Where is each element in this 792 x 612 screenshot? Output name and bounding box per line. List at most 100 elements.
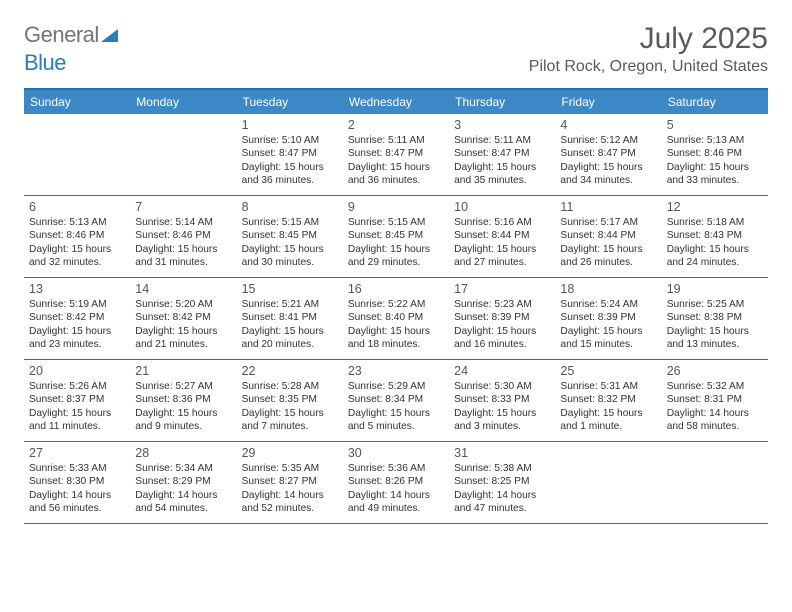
daylight-line: Daylight: 15 hours and 23 minutes. bbox=[29, 325, 125, 352]
sunrise-line: Sunrise: 5:23 AM bbox=[454, 298, 550, 311]
daylight-line: Daylight: 15 hours and 16 minutes. bbox=[454, 325, 550, 352]
sunset-line: Sunset: 8:43 PM bbox=[667, 229, 763, 242]
day-number: 24 bbox=[454, 364, 550, 378]
day-number: 6 bbox=[29, 200, 125, 214]
sunset-line: Sunset: 8:29 PM bbox=[135, 475, 231, 488]
day-number: 17 bbox=[454, 282, 550, 296]
sunrise-line: Sunrise: 5:38 AM bbox=[454, 462, 550, 475]
sunrise-line: Sunrise: 5:16 AM bbox=[454, 216, 550, 229]
sunset-line: Sunset: 8:26 PM bbox=[348, 475, 444, 488]
calendar-cell: 30Sunrise: 5:36 AMSunset: 8:26 PMDayligh… bbox=[343, 442, 449, 524]
day-number: 9 bbox=[348, 200, 444, 214]
daylight-line: Daylight: 15 hours and 30 minutes. bbox=[242, 243, 338, 270]
sunrise-line: Sunrise: 5:24 AM bbox=[560, 298, 656, 311]
sunrise-line: Sunrise: 5:26 AM bbox=[29, 380, 125, 393]
weekday-header: Tuesday bbox=[237, 90, 343, 114]
calendar-cell: 8Sunrise: 5:15 AMSunset: 8:45 PMDaylight… bbox=[237, 196, 343, 278]
location-label: Pilot Rock, Oregon, United States bbox=[529, 58, 768, 76]
sunrise-line: Sunrise: 5:25 AM bbox=[667, 298, 763, 311]
sunset-line: Sunset: 8:47 PM bbox=[242, 147, 338, 160]
brand-logo: General Blue bbox=[24, 22, 120, 76]
sunrise-line: Sunrise: 5:12 AM bbox=[560, 134, 656, 147]
sunrise-line: Sunrise: 5:19 AM bbox=[29, 298, 125, 311]
sunset-line: Sunset: 8:31 PM bbox=[667, 393, 763, 406]
day-number: 21 bbox=[135, 364, 231, 378]
sunrise-line: Sunrise: 5:30 AM bbox=[454, 380, 550, 393]
calendar-cell: 19Sunrise: 5:25 AMSunset: 8:38 PMDayligh… bbox=[662, 278, 768, 360]
sunset-line: Sunset: 8:30 PM bbox=[29, 475, 125, 488]
daylight-line: Daylight: 14 hours and 47 minutes. bbox=[454, 489, 550, 516]
sunset-line: Sunset: 8:35 PM bbox=[242, 393, 338, 406]
daylight-line: Daylight: 15 hours and 24 minutes. bbox=[667, 243, 763, 270]
calendar-cell: 31Sunrise: 5:38 AMSunset: 8:25 PMDayligh… bbox=[449, 442, 555, 524]
sunrise-line: Sunrise: 5:20 AM bbox=[135, 298, 231, 311]
sunset-line: Sunset: 8:41 PM bbox=[242, 311, 338, 324]
calendar-cell: 26Sunrise: 5:32 AMSunset: 8:31 PMDayligh… bbox=[662, 360, 768, 442]
calendar-cell: 4 Sunrise: 5:12 AMSunset: 8:47 PMDaylight… bbox=[555, 114, 661, 196]
daylight-line: Daylight: 15 hours and 20 minutes. bbox=[242, 325, 338, 352]
day-number: 4 bbox=[560, 118, 656, 132]
weekday-header: Monday bbox=[130, 90, 236, 114]
daylight-line: Daylight: 14 hours and 52 minutes. bbox=[242, 489, 338, 516]
sunrise-line: Sunrise: 5:28 AM bbox=[242, 380, 338, 393]
daylight-line: Daylight: 15 hours and 27 minutes. bbox=[454, 243, 550, 270]
sunrise-line: Sunrise: 5:18 AM bbox=[667, 216, 763, 229]
daylight-line: Daylight: 15 hours and 18 minutes. bbox=[348, 325, 444, 352]
calendar-cell: 18Sunrise: 5:24 AMSunset: 8:39 PMDayligh… bbox=[555, 278, 661, 360]
calendar-cell: 3Sunrise: 5:11 AMSunset: 8:47 PMDaylight… bbox=[449, 114, 555, 196]
calendar-cell: 13Sunrise: 5:19 AMSunset: 8:42 PMDayligh… bbox=[24, 278, 130, 360]
sunrise-line: Sunrise: 5:36 AM bbox=[348, 462, 444, 475]
daylight-line: Daylight: 15 hours and 33 minutes. bbox=[667, 161, 763, 188]
calendar-cell: 15Sunrise: 5:21 AMSunset: 8:41 PMDayligh… bbox=[237, 278, 343, 360]
sunrise-line: Sunrise: 5:34 AM bbox=[135, 462, 231, 475]
header: General Blue July 2025 Pilot Rock, Orego… bbox=[24, 22, 768, 84]
sunset-line: Sunset: 8:44 PM bbox=[560, 229, 656, 242]
page-title: July 2025 bbox=[529, 22, 768, 56]
day-number: 23 bbox=[348, 364, 444, 378]
brand-sail-icon bbox=[100, 24, 120, 50]
day-number: 15 bbox=[242, 282, 338, 296]
brand-part1: General bbox=[24, 22, 99, 47]
daylight-line: Daylight: 15 hours and 29 minutes. bbox=[348, 243, 444, 270]
daylight-line: Daylight: 15 hours and 34 minutes. bbox=[560, 161, 656, 188]
calendar-cell: 11Sunrise: 5:17 AMSunset: 8:44 PMDayligh… bbox=[555, 196, 661, 278]
daylight-line: Daylight: 15 hours and 31 minutes. bbox=[135, 243, 231, 270]
sunrise-line: Sunrise: 5:35 AM bbox=[242, 462, 338, 475]
daylight-line: Daylight: 15 hours and 36 minutes. bbox=[348, 161, 444, 188]
calendar-cell bbox=[24, 114, 130, 196]
day-number: 26 bbox=[667, 364, 763, 378]
calendar-cell bbox=[555, 442, 661, 524]
day-number: 25 bbox=[560, 364, 656, 378]
sunset-line: Sunset: 8:47 PM bbox=[560, 147, 656, 160]
sunrise-line: Sunrise: 5:13 AM bbox=[29, 216, 125, 229]
daylight-line: Daylight: 15 hours and 9 minutes. bbox=[135, 407, 231, 434]
day-number: 29 bbox=[242, 446, 338, 460]
calendar-cell: 9Sunrise: 5:15 AMSunset: 8:45 PMDaylight… bbox=[343, 196, 449, 278]
day-number: 31 bbox=[454, 446, 550, 460]
day-number: 20 bbox=[29, 364, 125, 378]
sunset-line: Sunset: 8:45 PM bbox=[242, 229, 338, 242]
daylight-line: Daylight: 15 hours and 1 minute. bbox=[560, 407, 656, 434]
day-number: 2 bbox=[348, 118, 444, 132]
daylight-line: Daylight: 15 hours and 7 minutes. bbox=[242, 407, 338, 434]
sunset-line: Sunset: 8:36 PM bbox=[135, 393, 231, 406]
day-number: 27 bbox=[29, 446, 125, 460]
calendar-cell: 24Sunrise: 5:30 AMSunset: 8:33 PMDayligh… bbox=[449, 360, 555, 442]
sunrise-line: Sunrise: 5:31 AM bbox=[560, 380, 656, 393]
weekday-header: Friday bbox=[555, 90, 661, 114]
sunset-line: Sunset: 8:47 PM bbox=[454, 147, 550, 160]
calendar-cell bbox=[130, 114, 236, 196]
sunrise-line: Sunrise: 5:33 AM bbox=[29, 462, 125, 475]
day-number: 22 bbox=[242, 364, 338, 378]
sunset-line: Sunset: 8:32 PM bbox=[560, 393, 656, 406]
sunset-line: Sunset: 8:39 PM bbox=[560, 311, 656, 324]
day-number: 30 bbox=[348, 446, 444, 460]
daylight-line: Daylight: 15 hours and 21 minutes. bbox=[135, 325, 231, 352]
sunset-line: Sunset: 8:39 PM bbox=[454, 311, 550, 324]
sunset-line: Sunset: 8:46 PM bbox=[667, 147, 763, 160]
sunset-line: Sunset: 8:46 PM bbox=[29, 229, 125, 242]
day-number: 11 bbox=[560, 200, 656, 214]
day-number: 5 bbox=[667, 118, 763, 132]
calendar-cell bbox=[662, 442, 768, 524]
calendar-cell: 21Sunrise: 5:27 AMSunset: 8:36 PMDayligh… bbox=[130, 360, 236, 442]
